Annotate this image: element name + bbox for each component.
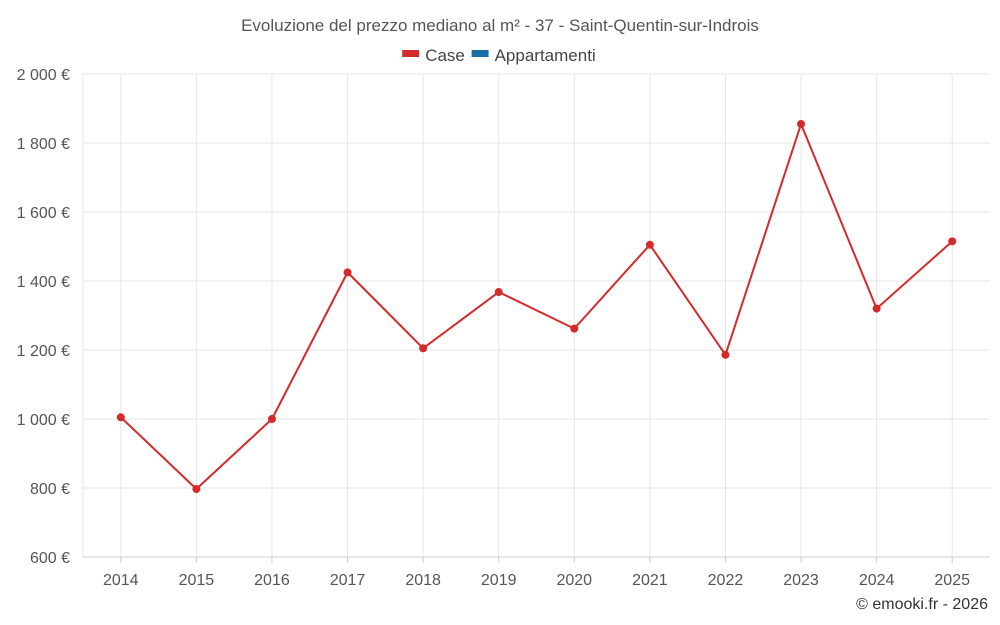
data-point[interactable] (494, 288, 503, 297)
legend-swatch (471, 50, 489, 57)
data-point[interactable] (267, 415, 276, 423)
chart-title: Evoluzione del prezzo mediano al m² - 37… (241, 16, 759, 35)
y-tick-label: 800 € (30, 481, 70, 498)
data-point[interactable] (343, 268, 352, 277)
data-point[interactable] (570, 324, 579, 333)
legend-label: Appartamenti (495, 46, 596, 65)
data-point[interactable] (192, 485, 201, 494)
x-tick-label: 2014 (103, 572, 139, 589)
x-tick-label: 2025 (934, 572, 970, 589)
data-point[interactable] (797, 120, 806, 129)
y-tick-label: 1 600 € (17, 205, 70, 222)
legend-swatch (402, 50, 420, 57)
legend-label: Case (425, 46, 465, 65)
y-tick-label: 600 € (30, 550, 70, 567)
credit-text: © emooki.fr - 2026 (856, 596, 988, 613)
y-axis: 600 € 800 € 1 000 € 1 200 € 1 400 € 1 600 € 1 … (17, 67, 70, 567)
y-tick-label: 1 400 € (17, 274, 70, 291)
y-tick-label: 2 000 € (17, 67, 70, 84)
legend-item-case[interactable]: Case (402, 46, 465, 65)
x-tick-label: 2020 (556, 572, 592, 589)
gridlines (82, 73, 990, 557)
x-axis: 2014 2015 2016 2017 2018 2019 2020 2021 2022 2023… (83, 556, 990, 589)
x-tick-label: 2019 (481, 572, 517, 589)
data-point[interactable] (116, 413, 125, 422)
series-layer (116, 120, 957, 494)
x-tick-label: 2021 (632, 572, 668, 589)
series-line (120, 123, 953, 491)
legend-item-appartamenti[interactable]: Appartamenti (471, 46, 596, 65)
y-tick-label: 1 000 € (17, 412, 70, 429)
data-point[interactable] (645, 240, 654, 249)
data-point[interactable] (872, 304, 881, 313)
x-tick-label: 2018 (405, 572, 441, 589)
x-tick-label: 2017 (330, 572, 366, 589)
x-tick-label: 2022 (708, 572, 744, 589)
series-case (116, 120, 957, 494)
x-tick-label: 2023 (783, 572, 819, 589)
data-point[interactable] (721, 350, 730, 359)
data-point[interactable] (948, 237, 957, 246)
data-point[interactable] (419, 344, 428, 353)
x-tick-label: 2015 (179, 572, 215, 589)
y-tick-label: 1 200 € (17, 343, 70, 360)
x-tick-label: 2024 (859, 572, 895, 589)
x-tick-label: 2016 (254, 572, 290, 589)
y-tick-label: 1 800 € (17, 136, 70, 153)
legend: Case Appartamenti (402, 46, 596, 65)
